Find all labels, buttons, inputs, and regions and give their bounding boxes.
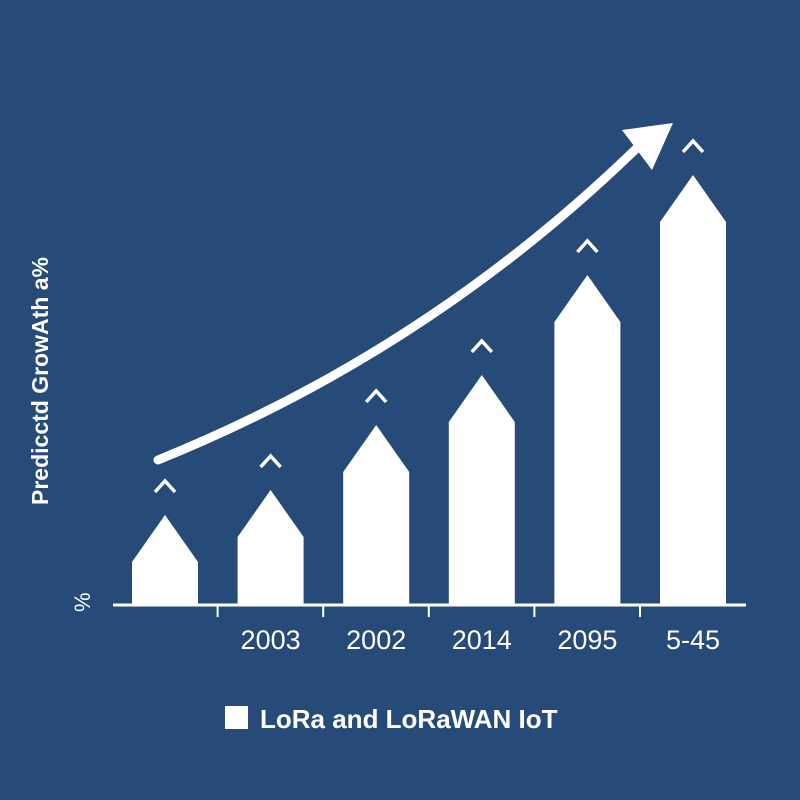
- bar: [660, 175, 726, 605]
- bar: [554, 275, 621, 605]
- x-tick-label: 2095: [557, 625, 617, 655]
- y-axis-unit-label: %: [70, 592, 95, 612]
- y-axis-label: Predicctd GrowAth a%: [27, 257, 53, 505]
- trend-arrow: [153, 140, 645, 465]
- legend-label: LoRa and LoRaWAN IoT: [260, 704, 558, 734]
- bar: [448, 375, 515, 605]
- caret-marker-icon: [470, 338, 494, 354]
- legend-swatch: [225, 706, 248, 729]
- bar: [237, 490, 304, 605]
- bar: [343, 425, 410, 605]
- caret-marker-icon: [364, 388, 388, 404]
- x-tick-label: 2014: [452, 625, 512, 655]
- x-tick-label: 2003: [241, 625, 301, 655]
- bar: [132, 515, 198, 605]
- caret-marker-icon: [259, 453, 282, 469]
- x-tick-label: 5-45: [666, 625, 720, 655]
- caret-marker-icon: [576, 238, 599, 254]
- caret-marker-icon: [681, 138, 705, 154]
- caret-marker-icon: [153, 478, 177, 494]
- trend-arrowhead: [622, 123, 673, 170]
- x-tick-label: 2002: [346, 625, 406, 655]
